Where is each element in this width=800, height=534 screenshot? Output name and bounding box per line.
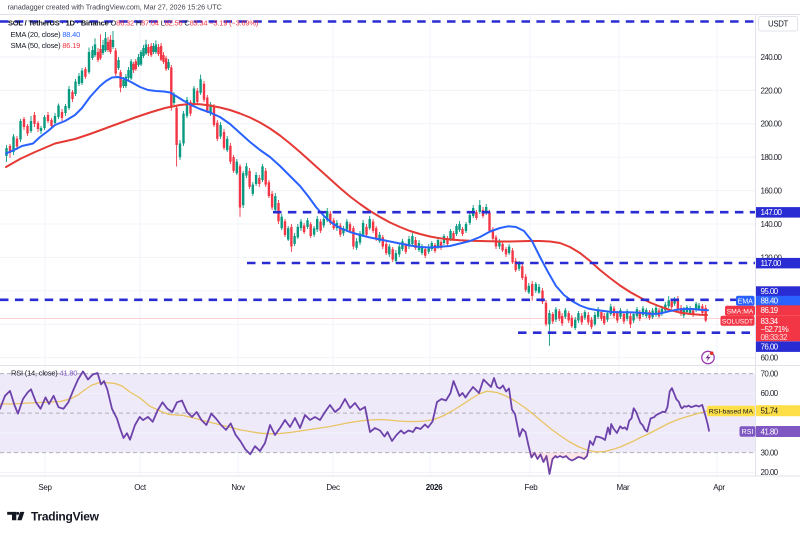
svg-text:200.00: 200.00: [761, 120, 783, 129]
svg-text:TradingView: TradingView: [31, 509, 100, 523]
svg-text:147.00: 147.00: [761, 208, 783, 217]
svg-text:20.00: 20.00: [761, 468, 779, 477]
svg-text:USDT: USDT: [768, 20, 789, 29]
svg-text:Nov: Nov: [231, 483, 245, 492]
svg-text:160.00: 160.00: [761, 187, 783, 196]
svg-text:60.00: 60.00: [761, 389, 779, 398]
svg-text:SOLUSDT: SOLUSDT: [722, 318, 753, 325]
svg-text:140.00: 140.00: [761, 220, 783, 229]
svg-text:180.00: 180.00: [761, 153, 783, 162]
svg-text:RSI (14, close) 41.80: RSI (14, close) 41.80: [11, 369, 77, 378]
svg-text:76.00: 76.00: [761, 343, 779, 352]
svg-text:SOL / TetherUS · 1D · Binance: SOL / TetherUS · 1D · Binance O86.32 H87…: [8, 18, 259, 27]
svg-text:240.00: 240.00: [761, 53, 783, 62]
svg-text:70.00: 70.00: [761, 370, 779, 379]
svg-text:Sep: Sep: [38, 483, 52, 492]
svg-text:08:33:32: 08:33:32: [761, 333, 788, 342]
svg-text:95.00: 95.00: [761, 287, 779, 296]
svg-text:51.74: 51.74: [761, 407, 779, 416]
svg-text:30.00: 30.00: [761, 449, 779, 458]
svg-text:Dec: Dec: [326, 483, 340, 492]
svg-text:86.19: 86.19: [761, 306, 779, 315]
svg-text:60.00: 60.00: [761, 354, 779, 363]
svg-text:120.00: 120.00: [761, 253, 783, 262]
svg-text:SMA:MA: SMA:MA: [727, 308, 754, 315]
svg-text:EMA (20, close) 88.40: EMA (20, close) 88.40: [11, 30, 81, 39]
svg-text:−52.71%: −52.71%: [761, 325, 789, 334]
svg-text:RSI-based MA: RSI-based MA: [709, 409, 754, 416]
svg-text:Apr: Apr: [713, 483, 725, 492]
svg-text:ranadagger created with Tradin: ranadagger created with TradingView.com,…: [8, 3, 222, 12]
svg-text:117.00: 117.00: [761, 259, 782, 268]
svg-text:EMA: EMA: [738, 298, 754, 305]
svg-text:220.00: 220.00: [761, 86, 783, 95]
svg-text:Feb: Feb: [525, 483, 539, 492]
svg-text:88.40: 88.40: [761, 297, 779, 306]
svg-text:2026: 2026: [426, 483, 443, 492]
svg-text:Oct: Oct: [134, 483, 147, 492]
svg-text:Mar: Mar: [617, 483, 631, 492]
svg-text:RSI: RSI: [742, 429, 754, 436]
svg-text:SMA (50, close) 86.19: SMA (50, close) 86.19: [11, 41, 81, 50]
svg-text:41.80: 41.80: [761, 427, 779, 436]
svg-text:83.34: 83.34: [761, 317, 779, 326]
